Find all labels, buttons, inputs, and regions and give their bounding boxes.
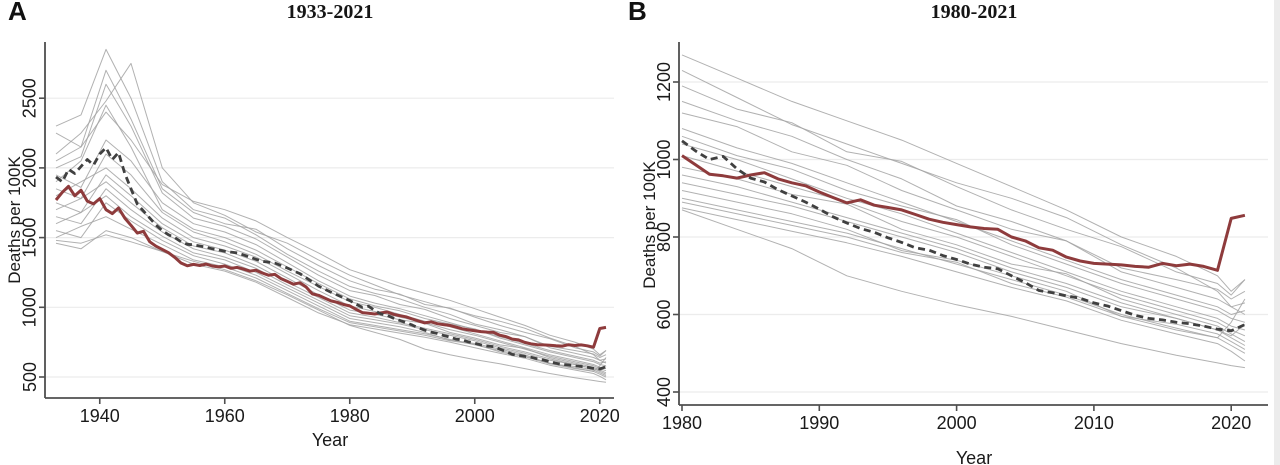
x-tick-label: 2000 bbox=[937, 413, 977, 433]
x-tick-label: 1990 bbox=[799, 413, 839, 433]
series-line-state-2 bbox=[55, 69, 607, 357]
series-line-state-7 bbox=[681, 135, 1246, 323]
y-tick-label: 2000 bbox=[20, 148, 40, 188]
panel-a-letter: A bbox=[8, 0, 27, 26]
series-line-mean bbox=[681, 139, 1246, 333]
panel-b-letter: B bbox=[628, 0, 647, 26]
x-tick-label: 2020 bbox=[1211, 413, 1251, 433]
series-line-state-12 bbox=[55, 188, 607, 372]
y-tick-label: 1500 bbox=[20, 218, 40, 258]
y-tick-label: 1200 bbox=[654, 62, 674, 102]
series-line-state-2 bbox=[681, 85, 1246, 296]
y-tick-label: 500 bbox=[20, 362, 40, 392]
series-line-state-4 bbox=[681, 54, 1246, 292]
panel-b-title: 1980-2021 bbox=[930, 1, 1018, 23]
series-line-state-17 bbox=[55, 234, 607, 383]
x-tick-label: 1980 bbox=[662, 413, 702, 433]
x-tick-label: 1960 bbox=[205, 406, 245, 426]
y-tick-label: 800 bbox=[654, 222, 674, 252]
series-line-state-5 bbox=[681, 112, 1246, 308]
y-tick-label: 1000 bbox=[20, 287, 40, 327]
x-tick-label: 2000 bbox=[455, 406, 495, 426]
series-line-state-6 bbox=[681, 128, 1246, 315]
series-line-state-9 bbox=[681, 155, 1246, 337]
series-line-state-17 bbox=[681, 209, 1245, 369]
series-line-state-1 bbox=[55, 48, 607, 358]
x-tick-label: 2010 bbox=[1074, 413, 1114, 433]
y-tick-label: 1000 bbox=[654, 139, 674, 179]
panel-panel_a: 500 1000 1500 2000 2500 1940 1960 1980 2000 2020 bbox=[20, 42, 620, 426]
panel-a-x-axis-label: Year bbox=[311, 430, 349, 450]
panel-panel_b: 400 600 800 1000 1200 1980 1990 2000 2010 2020 bbox=[654, 42, 1268, 433]
panel-b-y-axis-label: Deaths per 100K bbox=[640, 161, 659, 289]
series-line-state-16 bbox=[55, 230, 607, 381]
series-line-state-15 bbox=[55, 216, 607, 372]
panel-a-y-axis-label: Deaths per 100K bbox=[5, 156, 24, 284]
panel-b-x-axis-label: Year bbox=[955, 448, 993, 465]
series-line-state-1 bbox=[681, 100, 1246, 300]
y-tick-label: 2500 bbox=[20, 78, 40, 118]
series-line-state-7 bbox=[55, 104, 607, 367]
series-line-state-8 bbox=[681, 143, 1246, 331]
y-tick-label: 600 bbox=[654, 299, 674, 329]
series-line-state-3 bbox=[681, 69, 1246, 315]
series-line-state-16 bbox=[681, 207, 1246, 362]
series-line-state-6 bbox=[55, 139, 607, 364]
series-line-highlighted-state bbox=[54, 184, 607, 349]
y-tick-label: 400 bbox=[654, 377, 674, 407]
x-tick-label: 2020 bbox=[580, 406, 620, 426]
panel-a-title: 1933-2021 bbox=[286, 1, 374, 23]
x-tick-label: 1940 bbox=[80, 406, 120, 426]
series-line-state-11 bbox=[55, 181, 607, 375]
series-line-state-5 bbox=[55, 83, 607, 361]
series-line-state-9 bbox=[55, 167, 607, 372]
series-line-state-15 bbox=[681, 201, 1246, 339]
figure-right-edge bbox=[1274, 0, 1280, 465]
x-tick-label: 1980 bbox=[330, 406, 370, 426]
series-line-mean bbox=[55, 146, 607, 371]
series-line-highlighted-state bbox=[681, 154, 1246, 272]
series-line-state-12 bbox=[681, 182, 1246, 337]
series-line-state-8 bbox=[55, 153, 607, 370]
series-line-state-3 bbox=[55, 62, 607, 364]
